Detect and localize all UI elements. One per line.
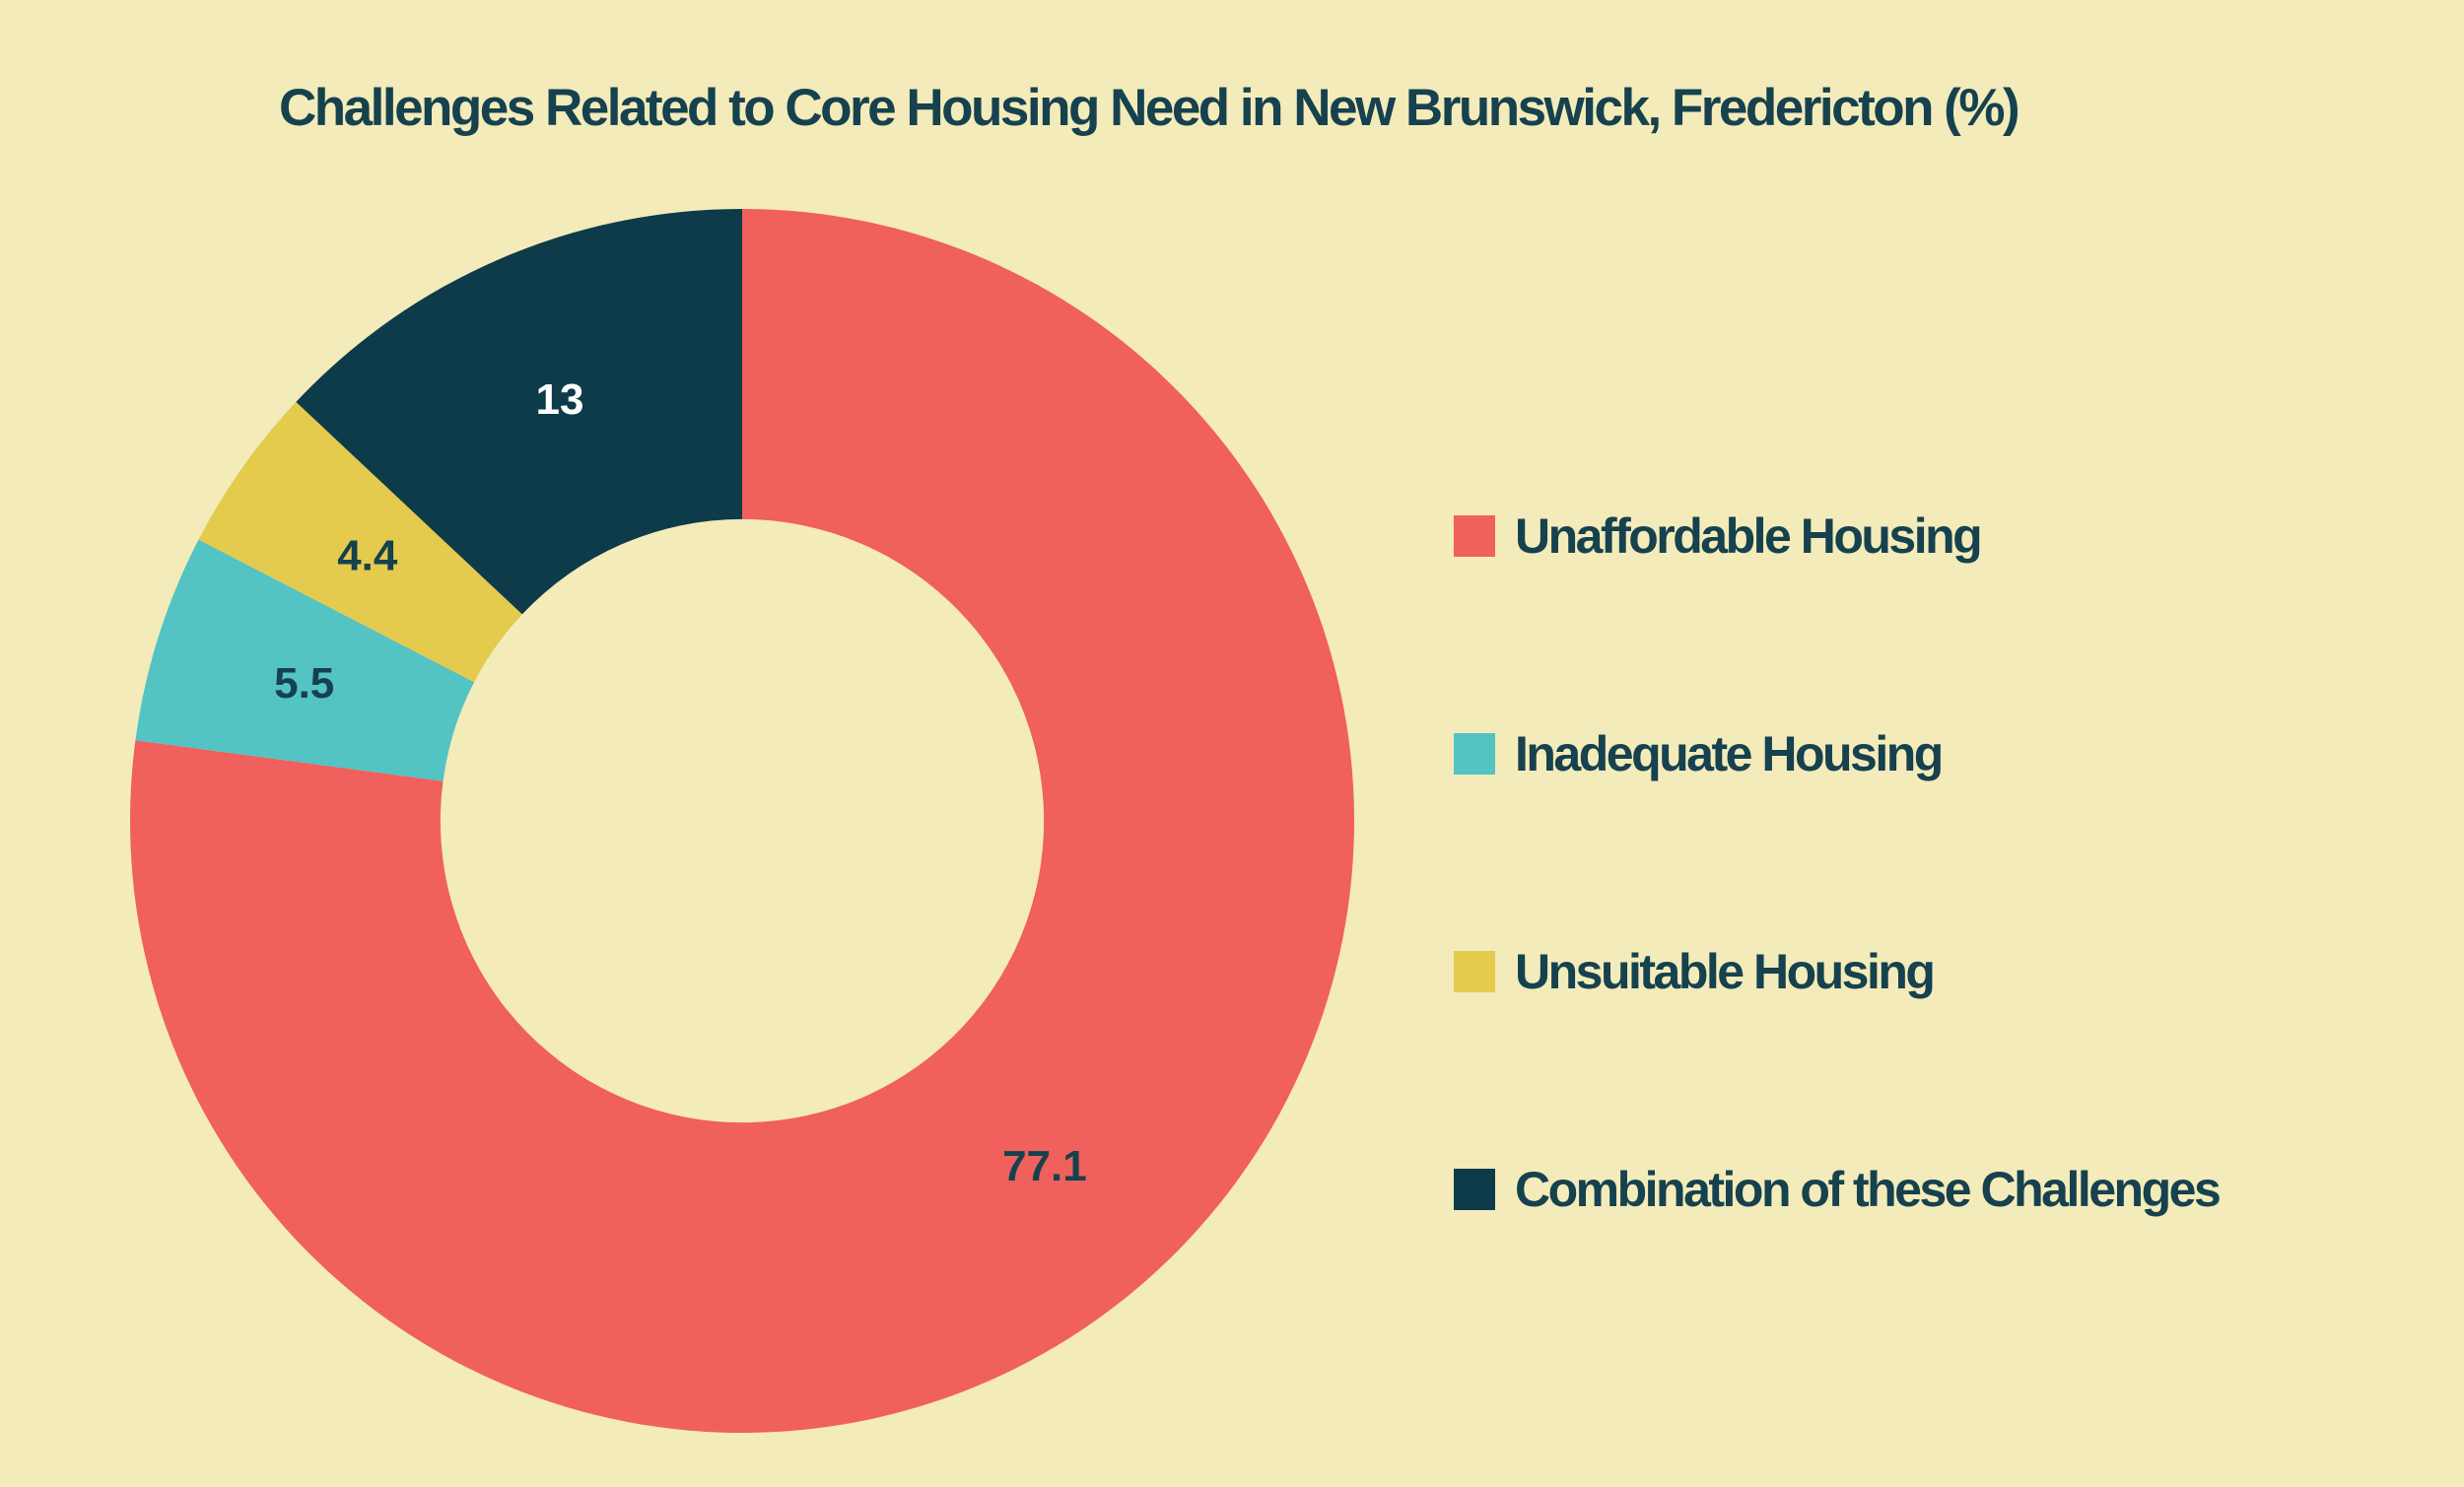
legend-item: Combination of these Challenges bbox=[1454, 1162, 2222, 1217]
legend-item: Unaffordable Housing bbox=[1454, 508, 2219, 564]
legend-label: Unaffordable Housing bbox=[1515, 508, 1983, 564]
legend-item: Unsuitable Housing bbox=[1454, 944, 2219, 999]
legend-label: Inadequate Housing bbox=[1515, 726, 1944, 781]
slice-value-label: 5.5 bbox=[274, 659, 334, 708]
legend-swatch bbox=[1454, 1169, 1495, 1210]
legend-label: Combination of these Challenges bbox=[1515, 1162, 2222, 1217]
legend-swatch bbox=[1454, 515, 1495, 557]
legend-swatch bbox=[1454, 733, 1495, 775]
legend: Unaffordable Housing Inadequate Housing … bbox=[1454, 508, 2222, 1386]
pie-slice bbox=[296, 209, 742, 615]
pie-slice bbox=[135, 539, 475, 781]
legend-swatch bbox=[1454, 951, 1495, 992]
pie-slice bbox=[130, 209, 1355, 1433]
pie-slice bbox=[198, 401, 522, 683]
slice-value-label: 77.1 bbox=[1002, 1142, 1087, 1190]
legend-item: Inadequate Housing bbox=[1454, 726, 2219, 781]
slice-value-label: 4.4 bbox=[337, 532, 398, 580]
chart-title: Challenges Related to Core Housing Need … bbox=[279, 79, 2020, 137]
slice-value-label: 13 bbox=[536, 375, 584, 424]
legend-label: Unsuitable Housing bbox=[1515, 944, 1936, 999]
